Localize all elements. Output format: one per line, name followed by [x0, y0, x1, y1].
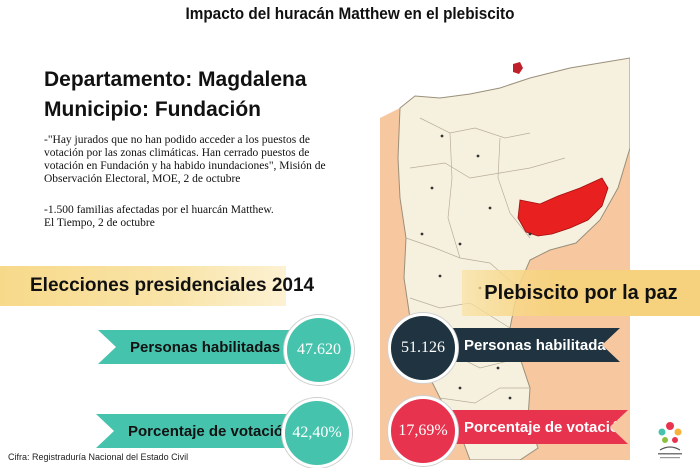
plebiscite-enabled-label: Personas habilitadas: [440, 328, 620, 362]
families-note: -1.500 familias afectadas por el huarcán…: [44, 204, 350, 230]
plebiscite-turnout-value: 17,69%: [388, 396, 458, 466]
presidential-turnout-label: Porcentaje de votación: [96, 414, 292, 448]
fundacion-highlight: [517, 177, 609, 237]
organization-logo: [658, 422, 682, 459]
page-title: Impacto del huracán Matthew en el plebis…: [185, 4, 515, 23]
presidential-heading: Elecciones presidenciales 2014: [0, 266, 314, 306]
families-note-line: -1.500 familias afectadas por el huarcán…: [44, 204, 274, 216]
moe-quote: -"Hay jurados que no han podido acceder …: [44, 134, 326, 185]
source-note: Cifra: Registraduría Nacional del Estado…: [8, 452, 189, 462]
presidential-enabled-value: 47.620: [284, 315, 354, 385]
santa-marta-highlight: [513, 62, 523, 74]
presidential-turnout-value: 42,40%: [282, 398, 352, 468]
municipality-heading: Municipio: Fundación: [44, 98, 261, 121]
families-note-source: El Tiempo, 2 de octubre: [44, 217, 155, 229]
plebiscite-enabled-value: 51.126: [388, 313, 458, 383]
plebiscite-heading: Plebiscito por la paz: [462, 270, 700, 316]
map-sea: [380, 38, 630, 118]
presidential-enabled-label: Personas habilitadas: [98, 330, 294, 364]
department-heading: Departamento: Magdalena: [44, 68, 307, 91]
plebiscite-turnout-label: Porcentaje de votación: [440, 410, 628, 444]
